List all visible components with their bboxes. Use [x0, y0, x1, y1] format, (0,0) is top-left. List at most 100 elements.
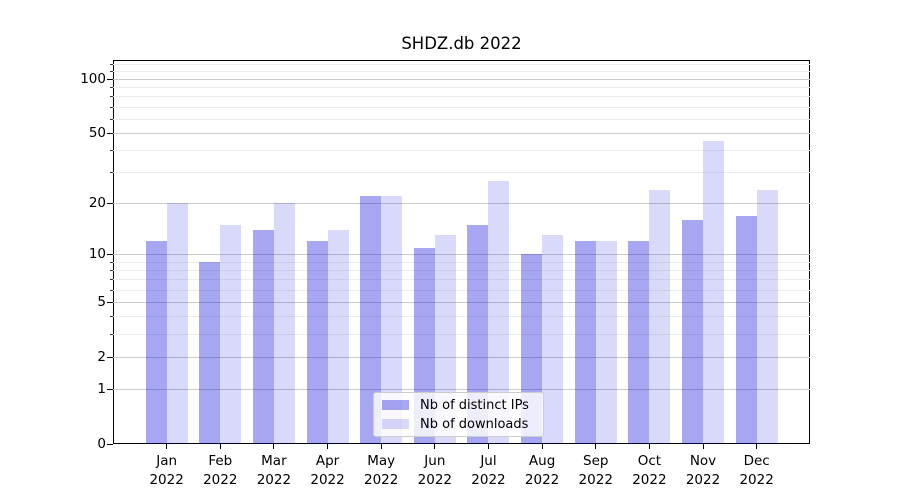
x-tick-label-line: Oct — [637, 453, 662, 469]
x-tick-label-oct: Oct 2022 — [617, 452, 681, 490]
y-gridline-minor — [113, 333, 811, 335]
y-gridline-minor — [113, 279, 811, 281]
legend-swatch-distinct-ips — [382, 400, 409, 410]
x-tickmark — [327, 444, 329, 449]
y-minor-tickmark — [109, 333, 113, 335]
bar-distinct-ips-mar — [252, 229, 274, 444]
bar-downloads-dec — [756, 189, 778, 444]
y-gridline-minor — [113, 64, 811, 66]
x-tick-label-line: Jun — [424, 453, 446, 469]
legend-item-distinct-ips: Nb of distinct IPs — [382, 397, 535, 413]
x-tick-label-line: 2022 — [203, 472, 238, 488]
y-minor-tickmark — [109, 71, 113, 73]
x-tick-label-jan: Jan 2022 — [135, 452, 199, 490]
y-gridline-minor — [113, 289, 811, 291]
x-tickmark — [166, 444, 168, 449]
chart-title: SHDZ.db 2022 — [401, 34, 522, 53]
bar-distinct-ips-dec — [735, 215, 757, 444]
y-gridline-minor — [113, 261, 811, 263]
y-gridline-minor — [113, 118, 811, 120]
x-tick-label-line: 2022 — [739, 472, 774, 488]
legend-label-downloads: Nb of downloads — [420, 416, 529, 432]
x-tickmark — [595, 444, 597, 449]
y-gridline-major — [113, 301, 811, 303]
y-tickmark — [106, 356, 113, 358]
y-gridline-minor — [113, 172, 811, 174]
x-tick-label-line: Mar — [261, 453, 287, 469]
y-tick-label: 10 — [88, 246, 106, 263]
x-tickmark — [487, 444, 489, 449]
x-tick-label-line: 2022 — [364, 472, 399, 488]
bar-distinct-ips-apr — [306, 241, 328, 444]
x-tick-label-line: Apr — [315, 453, 340, 469]
y-minor-tickmark — [109, 118, 113, 120]
bar-distinct-ips-may — [360, 196, 382, 444]
y-tick-label: 1 — [97, 381, 106, 398]
x-tick-label-may: May 2022 — [349, 452, 413, 490]
x-tick-label-line: Jul — [480, 453, 497, 469]
legend-swatch-downloads — [382, 419, 409, 429]
x-tick-label-line: 2022 — [578, 472, 613, 488]
y-minor-tickmark — [109, 96, 113, 98]
x-tick-label-line: 2022 — [471, 472, 506, 488]
x-tick-label-line: 2022 — [256, 472, 292, 488]
y-gridline-minor — [113, 106, 811, 108]
x-tick-label-feb: Feb 2022 — [188, 452, 252, 490]
x-tick-label-dec: Dec 2022 — [725, 452, 789, 490]
y-minor-tickmark — [109, 289, 113, 291]
x-tick-label-line: Jan — [156, 453, 178, 469]
bar-downloads-nov — [703, 141, 725, 444]
y-tickmark — [106, 132, 113, 134]
y-gridline-minor — [113, 269, 811, 271]
x-tick-label-line: 2022 — [310, 472, 345, 488]
x-tick-label-line: 2022 — [149, 472, 184, 488]
x-tick-label-aug: Aug 2022 — [510, 452, 574, 490]
x-tick-label-line: May — [367, 453, 396, 469]
y-tickmark — [106, 301, 113, 303]
bar-downloads-aug — [542, 235, 564, 444]
x-tick-label-line: Aug — [528, 453, 556, 469]
x-tick-label-line: Sep — [583, 453, 609, 469]
y-minor-tickmark — [109, 172, 113, 174]
x-tick-label-line: Dec — [743, 453, 770, 469]
x-tick-label-line: 2022 — [417, 472, 452, 488]
y-minor-tickmark — [109, 86, 113, 88]
bar-distinct-ips-jan — [145, 241, 167, 444]
x-tick-label-apr: Apr 2022 — [296, 452, 360, 490]
x-tickmark — [702, 444, 704, 449]
x-tick-label-jul: Jul 2022 — [456, 452, 520, 490]
y-tick-label: 0 — [97, 436, 106, 452]
bar-downloads-may — [381, 196, 403, 444]
y-tick-label: 100 — [80, 71, 106, 88]
y-gridline-minor — [113, 71, 811, 73]
plot-frame — [113, 60, 811, 444]
y-tickmark — [106, 78, 113, 80]
y-tick-label: 20 — [88, 195, 106, 212]
y-gridline-minor — [113, 316, 811, 318]
legend: Nb of distinct IPs Nb of downloads — [373, 392, 544, 437]
x-tick-label-nov: Nov 2022 — [671, 452, 735, 490]
bar-downloads-apr — [327, 229, 349, 444]
bar-downloads-jan — [166, 203, 188, 444]
bar-downloads-jul — [488, 180, 510, 444]
bar-downloads-mar — [273, 203, 295, 444]
x-tick-label-line: 2022 — [685, 472, 721, 488]
y-tickmark — [106, 443, 113, 445]
y-gridline-minor — [113, 149, 811, 151]
bar-distinct-ips-nov — [682, 220, 704, 444]
x-tick-label-sep: Sep 2022 — [564, 452, 628, 490]
y-minor-tickmark — [109, 64, 113, 66]
y-gridline-major — [113, 388, 811, 390]
x-tickmark — [541, 444, 543, 449]
y-gridline-major — [113, 78, 811, 80]
y-gridline-major — [113, 132, 811, 134]
bar-downloads-jun — [434, 235, 456, 444]
y-tickmark — [106, 253, 113, 255]
y-gridline-major — [113, 253, 811, 255]
bar-distinct-ips-jul — [467, 224, 489, 444]
y-tickmark — [106, 202, 113, 204]
x-tickmark — [273, 444, 275, 449]
bar-distinct-ips-oct — [628, 241, 650, 444]
y-tick-label: 2 — [97, 349, 106, 366]
